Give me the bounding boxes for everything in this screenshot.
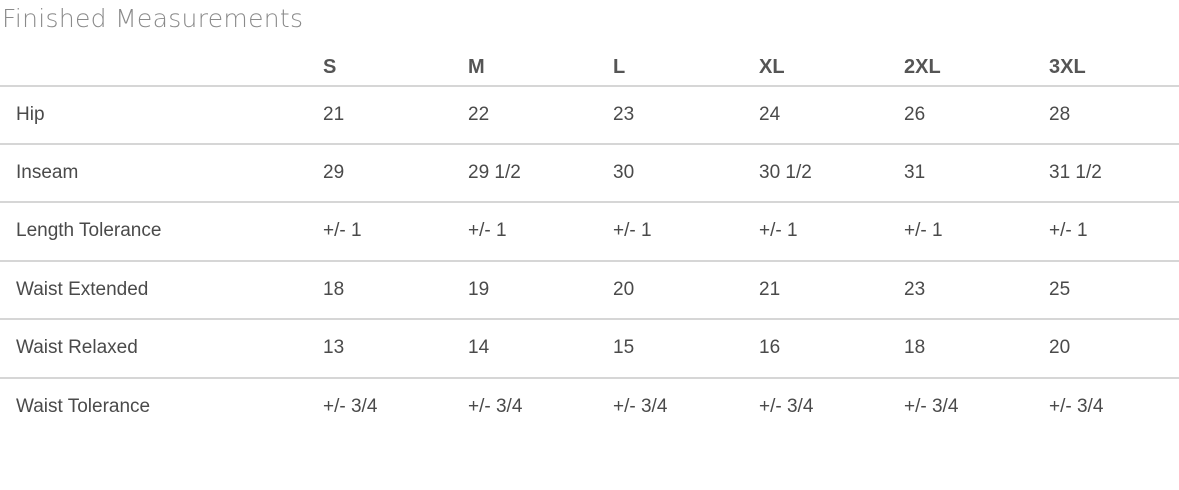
cell-value: 29 1/2 bbox=[468, 162, 521, 183]
cell-value: +/- 1 bbox=[1049, 220, 1088, 241]
cell-value: +/- 3/4 bbox=[613, 396, 668, 417]
cell-value: 20 bbox=[613, 279, 635, 300]
cell-value: +/- 1 bbox=[613, 220, 652, 241]
cell-value: 21 bbox=[323, 104, 345, 125]
row-label: Hip bbox=[16, 104, 45, 125]
row-label: Length Tolerance bbox=[16, 220, 162, 241]
cell-value: +/- 1 bbox=[323, 220, 362, 241]
header-row: S M L XL 2XL 3XL bbox=[0, 27, 1179, 85]
cell-value: 18 bbox=[904, 337, 926, 358]
table-row: Waist Tolerance +/- 3/4 +/- 3/4 +/- 3/4 +/- … bbox=[0, 377, 1179, 437]
cell-value: 22 bbox=[468, 104, 490, 125]
row-label: Inseam bbox=[16, 162, 79, 183]
table-row: Length Tolerance +/- 1 +/- 1 +/- 1 +/- 1 +/- … bbox=[0, 201, 1179, 261]
cell-value: 19 bbox=[468, 279, 490, 300]
cell-value: +/- 3/4 bbox=[759, 396, 814, 417]
row-label: Waist Extended bbox=[16, 279, 149, 300]
size-header: S bbox=[323, 56, 337, 78]
cell-value: 26 bbox=[904, 104, 926, 125]
cell-value: +/- 3/4 bbox=[323, 396, 378, 417]
cell-value: +/- 3/4 bbox=[468, 396, 523, 417]
cell-value: +/- 1 bbox=[904, 220, 943, 241]
cell-value: 28 bbox=[1049, 104, 1071, 125]
cell-value: 24 bbox=[759, 104, 781, 125]
table-title: Finished Measurements bbox=[2, 4, 304, 33]
table-row: Waist Extended 18 19 20 21 23 25 bbox=[0, 260, 1179, 320]
table-row: Waist Relaxed 13 14 15 16 18 20 bbox=[0, 318, 1179, 378]
table-row: Inseam 29 29 1/2 30 30 1/2 31 31 1/2 bbox=[0, 143, 1179, 203]
size-header: M bbox=[468, 56, 485, 78]
cell-value: +/- 3/4 bbox=[1049, 396, 1104, 417]
size-header: 2XL bbox=[904, 56, 941, 78]
size-header: 3XL bbox=[1049, 56, 1086, 78]
size-header: XL bbox=[759, 56, 785, 78]
row-label: Waist Tolerance bbox=[16, 396, 151, 417]
cell-value: 21 bbox=[759, 279, 781, 300]
cell-value: 13 bbox=[323, 337, 345, 358]
cell-value: 29 bbox=[323, 162, 345, 183]
cell-value: 31 1/2 bbox=[1049, 162, 1102, 183]
cell-value: +/- 3/4 bbox=[904, 396, 959, 417]
cell-value: +/- 1 bbox=[759, 220, 798, 241]
cell-value: +/- 1 bbox=[468, 220, 507, 241]
cell-value: 31 bbox=[904, 162, 926, 183]
cell-value: 23 bbox=[904, 279, 926, 300]
cell-value: 15 bbox=[613, 337, 635, 358]
cell-value: 30 1/2 bbox=[759, 162, 812, 183]
table-row: Hip 21 22 23 24 26 28 bbox=[0, 85, 1179, 145]
cell-value: 16 bbox=[759, 337, 781, 358]
cell-value: 30 bbox=[613, 162, 635, 183]
row-label: Waist Relaxed bbox=[16, 337, 138, 358]
cell-value: 20 bbox=[1049, 337, 1071, 358]
size-header: L bbox=[613, 56, 626, 78]
cell-value: 18 bbox=[323, 279, 345, 300]
cell-value: 25 bbox=[1049, 279, 1071, 300]
cell-value: 14 bbox=[468, 337, 490, 358]
cell-value: 23 bbox=[613, 104, 635, 125]
